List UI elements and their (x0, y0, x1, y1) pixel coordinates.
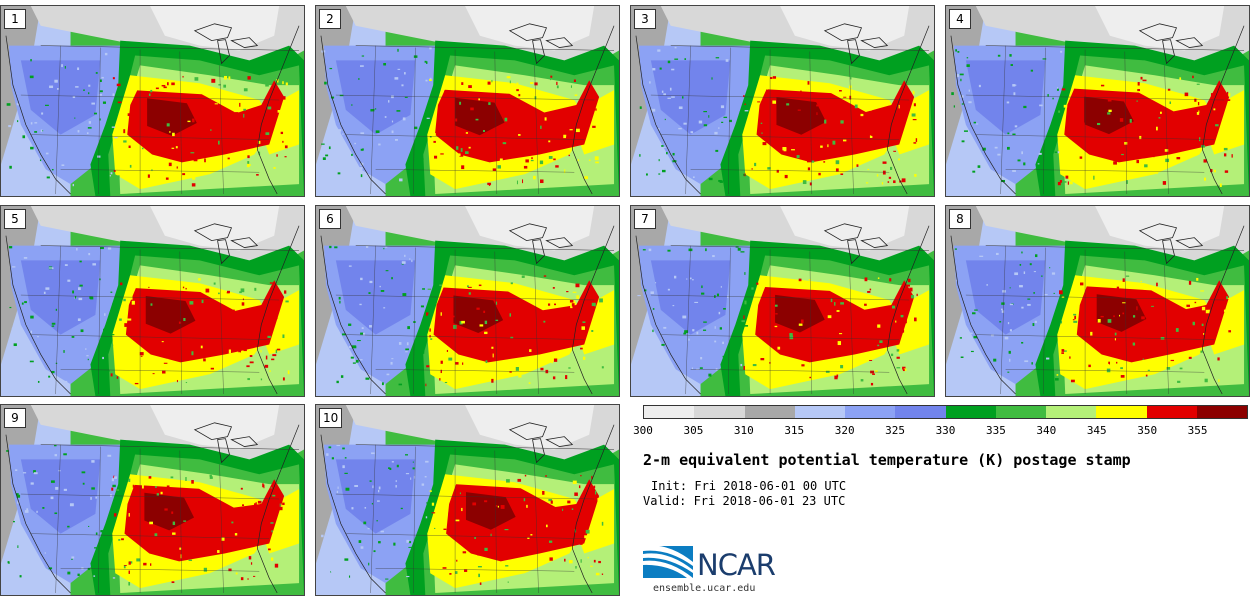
colorbar-tick-label: 305 (683, 424, 704, 437)
member-map-panel[interactable]: 6 (315, 205, 620, 397)
ncar-logo-icon (643, 545, 693, 578)
colorbar-tick-label: 320 (834, 424, 855, 437)
theta-e-map (946, 206, 1249, 396)
colorbar-tick-label: 355 (1187, 424, 1208, 437)
member-map-panel[interactable]: 4 (945, 5, 1250, 197)
colorbar-segment (644, 406, 695, 418)
member-map-panel[interactable]: 2 (315, 5, 620, 197)
colorbar-tick-label: 325 (885, 424, 906, 437)
colorbar-tick-label: 330 (935, 424, 956, 437)
member-map-panel[interactable]: 7 (630, 205, 935, 397)
member-number-label: 2 (319, 9, 341, 29)
member-number-label: 6 (319, 209, 341, 229)
theta-e-map (1, 405, 304, 595)
colorbar-segment (895, 406, 946, 418)
colorbar-segment (1196, 406, 1247, 418)
theta-e-map (316, 206, 619, 396)
colorbar-tick-label: 310 (733, 424, 754, 437)
colorbar (643, 405, 1248, 419)
colorbar-tick-label: 350 (1137, 424, 1158, 437)
theta-e-map (631, 6, 934, 196)
colorbar-tick-label: 345 (1086, 424, 1107, 437)
colorbar-segment (1146, 406, 1197, 418)
theta-e-map (946, 6, 1249, 196)
colorbar-segment (995, 406, 1046, 418)
colorbar-segment (1096, 406, 1147, 418)
member-number-label: 3 (634, 9, 656, 29)
colorbar-segment (945, 406, 996, 418)
colorbar-segment (794, 406, 845, 418)
member-map-panel[interactable]: 3 (630, 5, 935, 197)
member-number-label: 10 (319, 408, 343, 428)
member-map-panel[interactable]: 1 (0, 5, 305, 197)
init-time: Init: Fri 2018-06-01 00 UTC (651, 479, 847, 493)
theta-e-map (316, 405, 619, 595)
member-number-label: 7 (634, 209, 656, 229)
colorbar-tick-label: 335 (985, 424, 1006, 437)
member-number-label: 8 (949, 209, 971, 229)
valid-time: Valid: Fri 2018-06-01 23 UTC (643, 494, 846, 508)
member-number-label: 9 (4, 408, 26, 428)
colorbar-segment (845, 406, 896, 418)
colorbar-segment (1046, 406, 1097, 418)
theta-e-map (1, 6, 304, 196)
member-number-label: 1 (4, 9, 26, 29)
colorbar-tick-label: 300 (633, 424, 653, 437)
colorbar-tick-label: 315 (784, 424, 805, 437)
site-url: ensemble.ucar.edu (653, 583, 756, 594)
member-number-label: 5 (4, 209, 26, 229)
ncar-logo-text: NCAR (697, 548, 776, 582)
colorbar-segment (694, 406, 745, 418)
colorbar-segment (744, 406, 795, 418)
theta-e-map (1, 206, 304, 396)
member-map-panel[interactable]: 9 (0, 404, 305, 596)
figure-title: 2-m equivalent potential temperature (K)… (643, 451, 1131, 469)
member-map-panel[interactable]: 5 (0, 205, 305, 397)
member-map-panel[interactable]: 8 (945, 205, 1250, 397)
colorbar-tick-label: 340 (1036, 424, 1057, 437)
member-number-label: 4 (949, 9, 971, 29)
theta-e-map (316, 6, 619, 196)
member-map-panel[interactable]: 10 (315, 404, 620, 596)
colorbar-labels: 300 305 310 315 320 325 330 335 340 345 350 355 (633, 424, 1248, 440)
theta-e-map (631, 206, 934, 396)
